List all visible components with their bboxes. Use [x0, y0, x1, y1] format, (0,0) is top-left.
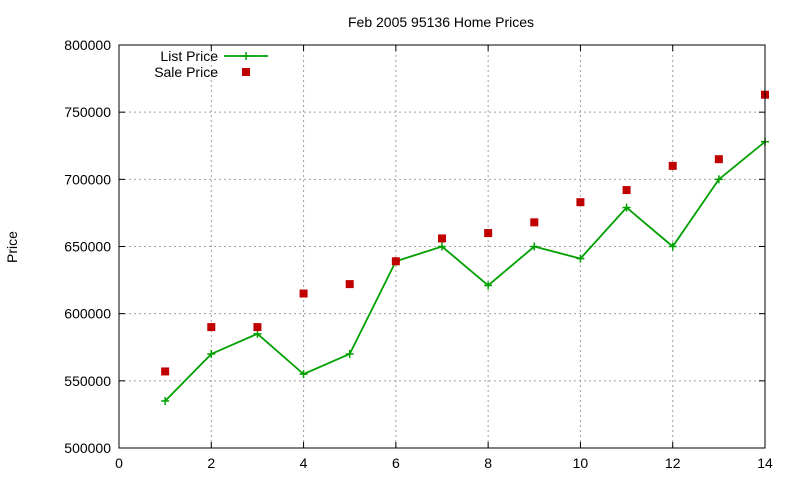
- list-price-line: [164, 141, 766, 402]
- sale-price-point: [530, 218, 539, 227]
- x-tick-label: 8: [484, 455, 492, 471]
- y-axis-label: Price: [4, 231, 20, 263]
- list-price-point: [576, 254, 585, 263]
- legend-label-sale-price: Sale Price: [154, 64, 218, 80]
- y-tick-label: 550000: [64, 373, 111, 389]
- y-tick-label: 650000: [64, 239, 111, 255]
- list-price-point: [530, 242, 539, 251]
- y-tick-label: 700000: [64, 171, 111, 187]
- x-tick-label: 0: [115, 455, 123, 471]
- legend-label-list-price: List Price: [160, 48, 218, 64]
- axis-ticks: 0 2 4 6 8 10 12 14 500000 550000 600000 650000 70000…: [64, 37, 773, 471]
- list-price-point: [299, 370, 308, 379]
- list-price-point: [484, 281, 493, 290]
- list-price-point: [253, 329, 262, 338]
- sale-price-point: [714, 155, 723, 164]
- list-price-point: [207, 349, 216, 358]
- x-tick-label: 10: [573, 455, 589, 471]
- x-tick-label: 12: [665, 455, 681, 471]
- legend-marker-sale-price: [242, 68, 250, 76]
- list-price-point: [714, 175, 723, 184]
- sale-price-point: [668, 161, 677, 170]
- plot-frame: [118, 44, 766, 449]
- sale-price-point: [391, 257, 400, 266]
- list-price-point: [345, 349, 354, 358]
- sale-price-point: [576, 198, 585, 207]
- x-tick-label: 6: [392, 455, 400, 471]
- sale-price-point: [207, 323, 216, 332]
- y-tick-label: 750000: [64, 104, 111, 120]
- list-price-point: [161, 396, 170, 405]
- sale-price-point: [622, 186, 631, 195]
- x-tick-label: 4: [300, 455, 308, 471]
- chart-title: Feb 2005 95136 Home Prices: [348, 14, 534, 30]
- sale-price-point: [438, 234, 446, 243]
- legend-marker-list-price: [242, 52, 250, 60]
- list-price-point: [668, 242, 677, 251]
- list-price-point: [622, 203, 631, 212]
- x-tick-label: 14: [757, 455, 773, 471]
- y-tick-label: 500000: [64, 440, 111, 456]
- x-tick-label: 2: [207, 455, 215, 471]
- sale-price-point: [253, 323, 262, 332]
- y-tick-label: 800000: [64, 37, 111, 53]
- sale-price-point: [161, 367, 170, 376]
- y-tick-label: 600000: [64, 306, 111, 322]
- series-layer: [161, 90, 769, 405]
- sale-price-point: [484, 229, 493, 238]
- list-price-point: [438, 242, 446, 251]
- sale-price-point: [345, 280, 354, 289]
- sale-price-point: [299, 289, 308, 298]
